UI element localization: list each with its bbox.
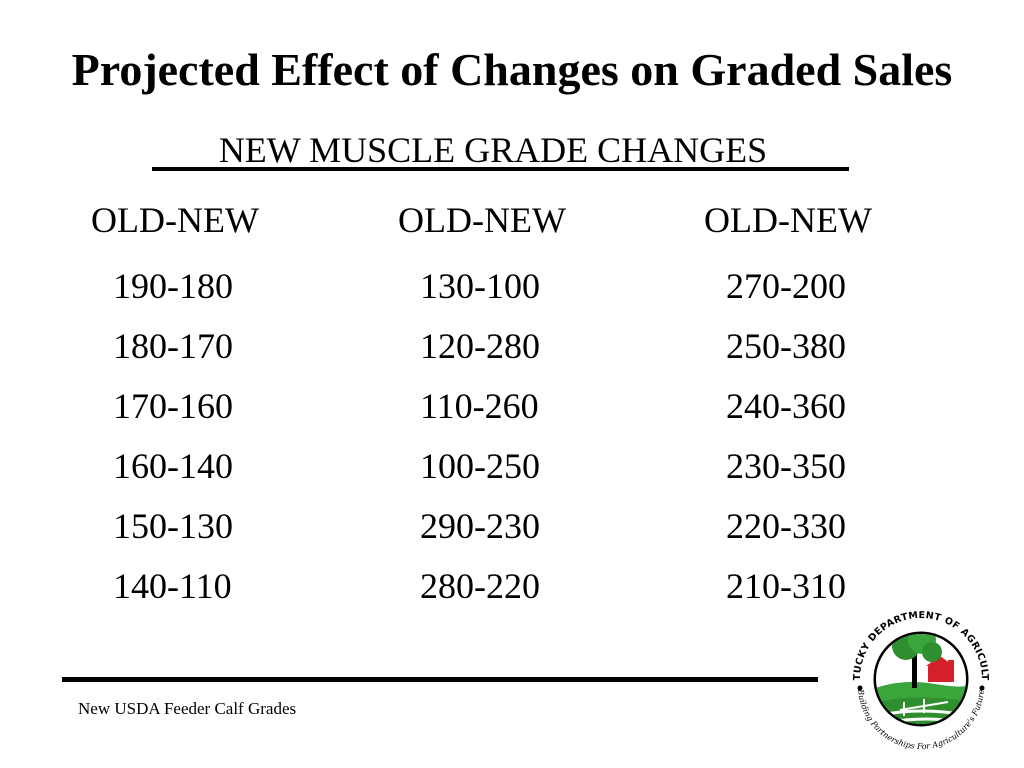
subtitle-underline	[152, 167, 849, 171]
grade-value: 150-130	[113, 506, 233, 546]
grade-value: 270-200	[726, 266, 846, 306]
column-header: OLD-NEW	[704, 200, 872, 240]
grade-column-3: OLD-NEW 270-200 250-380 240-360 230-350 …	[704, 196, 934, 616]
grade-value: 220-330	[726, 506, 846, 546]
slide-title: Projected Effect of Changes on Graded Sa…	[71, 44, 953, 95]
grade-value: 250-380	[726, 326, 846, 366]
grade-value: 110-260	[420, 386, 539, 426]
column-header: OLD-NEW	[398, 200, 566, 240]
grade-value: 180-170	[113, 326, 233, 366]
footer-rule	[62, 677, 818, 682]
grade-value: 170-160	[113, 386, 233, 426]
kentucky-department-of-agriculture-seal-icon: KENTUCKY DEPARTMENT OF AGRICULTURE Build…	[840, 598, 990, 751]
grade-value: 210-310	[726, 566, 846, 606]
grade-value: 130-100	[420, 266, 540, 306]
grade-value: 290-230	[420, 506, 540, 546]
slide-subtitle: NEW MUSCLE GRADE CHANGES	[218, 130, 786, 170]
grade-value: 160-140	[113, 446, 233, 486]
grade-value: 100-250	[420, 446, 540, 486]
grade-value: 140-110	[113, 566, 232, 606]
grade-value: 240-360	[726, 386, 846, 426]
grade-column-1: OLD-NEW 190-180 180-170 170-160 160-140 …	[91, 196, 321, 616]
footer-text: New USDA Feeder Calf Grades	[78, 699, 297, 718]
grade-value: 230-350	[726, 446, 846, 486]
grade-value: 280-220	[420, 566, 540, 606]
column-header: OLD-NEW	[91, 200, 259, 240]
grade-column-2: OLD-NEW 130-100 120-280 110-260 100-250 …	[398, 196, 628, 616]
grade-value: 120-280	[420, 326, 540, 366]
grade-value: 190-180	[113, 266, 233, 306]
